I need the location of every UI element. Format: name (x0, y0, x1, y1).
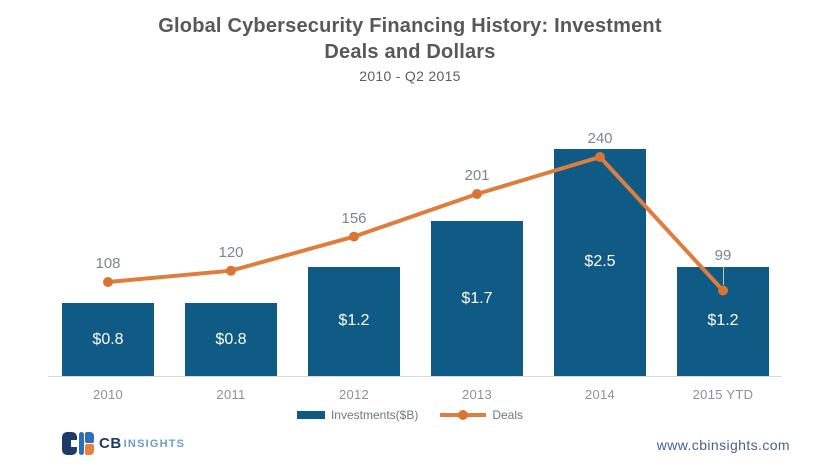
deals-line-dot (458, 410, 469, 420)
bar-2011: $0.8 (185, 303, 277, 376)
cbinsights-logo: CB INSIGHTS (62, 432, 185, 455)
logo-b-spine (79, 432, 84, 455)
logo-c-notch (71, 440, 77, 447)
deals-value-label-2015 YTD: 99 (714, 246, 732, 264)
deals-label-leader-line (722, 266, 724, 285)
bar-value-label: $0.8 (92, 330, 124, 348)
deals-value-label-2013: 201 (464, 167, 490, 184)
website-url: www.cbinsights.com (656, 437, 790, 453)
deals-line-icon (440, 410, 487, 420)
bar-value-label: $1.7 (461, 289, 493, 307)
legend-investments-label: Investments($B) (330, 408, 419, 422)
chart-title-line-1: Global Cybersecurity Financing History: … (158, 15, 662, 37)
deals-marker-2011 (226, 265, 236, 276)
x-axis-label-2011: 2011 (216, 387, 246, 402)
deals-marker-2010 (103, 277, 113, 287)
bar-value-label: $2.5 (584, 253, 616, 271)
deals-value-label-2014: 240 (587, 130, 613, 147)
investments-swatch-icon (296, 411, 325, 419)
chart-legend: Investments($B) Deals (0, 408, 820, 422)
x-axis-label-2013: 2013 (461, 387, 493, 402)
chart-subtitle: 2010 - Q2 2015 (359, 68, 461, 84)
bar-2013: $1.7 (431, 221, 523, 376)
cbinsights-logo-icon (62, 432, 94, 455)
x-axis-label-2012: 2012 (338, 387, 370, 402)
deals-marker-2013 (472, 189, 482, 199)
bar-2012: $1.2 (308, 266, 400, 376)
bar-value-label: $0.8 (215, 330, 247, 348)
deals-marker-2012 (349, 231, 359, 242)
chart-title-line-2: Deals and Dollars (324, 41, 496, 63)
logo-b-top-block (85, 432, 94, 443)
logo-text-cb: CB (99, 435, 122, 452)
deals-value-label-2011: 120 (218, 243, 244, 261)
bar-2010: $0.8 (62, 303, 154, 376)
legend-item-investments: Investments($B) (296, 408, 419, 422)
x-axis-label-2010: 2010 (92, 387, 124, 402)
logo-b-bottom-block (85, 444, 94, 455)
chart-header: Global Cybersecurity Financing History: … (0, 13, 820, 84)
logo-text-insights: INSIGHTS (123, 437, 186, 450)
legend-item-deals: Deals (440, 408, 523, 422)
x-axis-label-2015 YTD: 2015 YTD (692, 387, 754, 402)
deals-value-label-2010: 108 (95, 255, 121, 272)
bar-2014: $2.5 (554, 148, 646, 376)
logo-c-block (62, 432, 77, 455)
x-axis-label-2014: 2014 (584, 387, 616, 402)
deals-value-label-2012: 156 (341, 209, 367, 227)
legend-deals-label: Deals (492, 408, 524, 422)
bar-value-label: $1.2 (707, 312, 739, 330)
bar-value-label: $1.2 (338, 312, 370, 330)
x-axis-line (48, 376, 782, 377)
